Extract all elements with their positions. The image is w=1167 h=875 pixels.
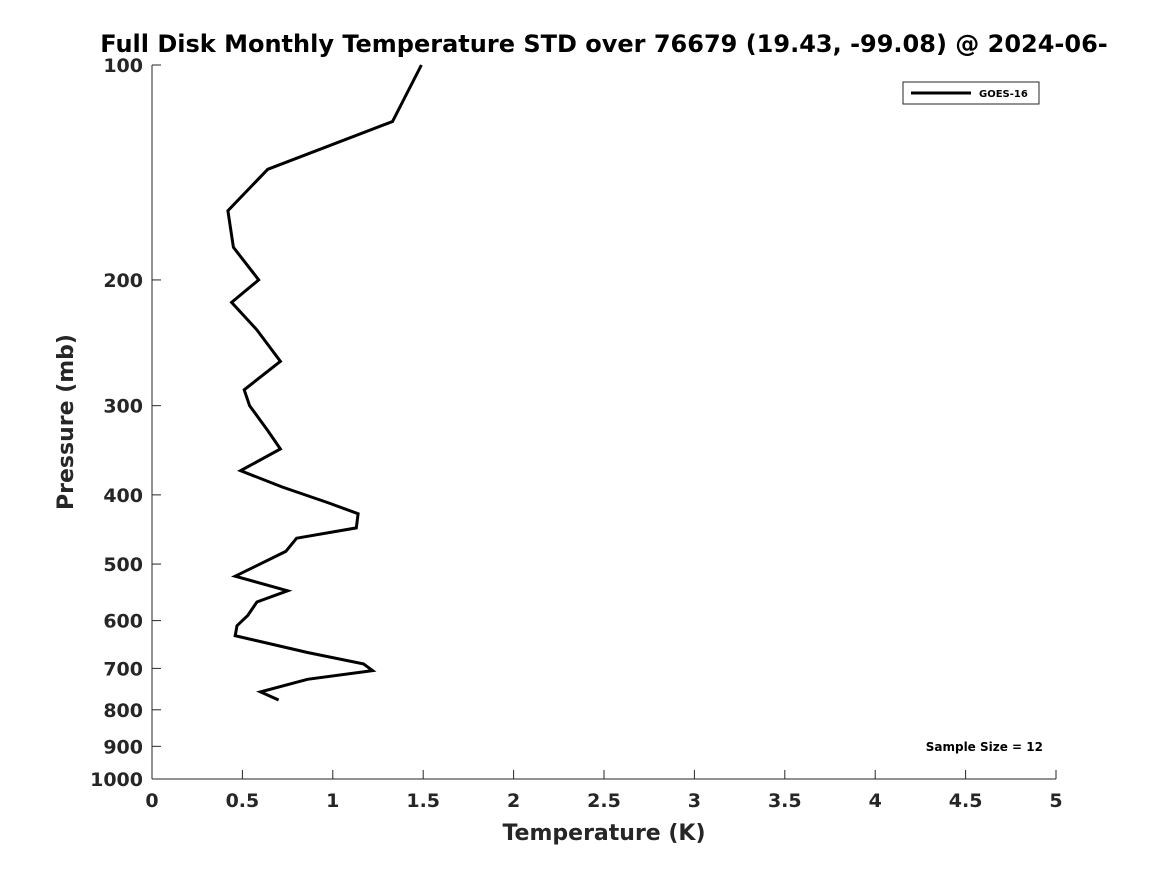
x-tick-label: 4.5: [949, 790, 983, 812]
y-tick-label: 200: [103, 270, 143, 292]
series-line-goes-16: [226, 64, 423, 702]
x-tick-label: 3: [688, 790, 701, 812]
x-axis-label: Temperature (K): [502, 821, 705, 846]
chart-title: Full Disk Monthly Temperature STD over 7…: [100, 30, 1107, 58]
x-tick-label: 3.5: [768, 790, 802, 812]
x-tick-label: 4: [869, 790, 882, 812]
legend: GOES-16: [902, 81, 1040, 105]
y-tick-label: 300: [103, 396, 143, 418]
y-tick-label: 400: [103, 485, 143, 507]
sample-size-annotation: Sample Size = 12: [926, 740, 1043, 754]
legend-entry-goes-16: GOES-16: [979, 89, 1028, 100]
y-tick-label: 1000: [90, 769, 143, 791]
x-axis-ticks: 0 0.5 1 1.5 2 2.5 3 3.5 4 4.5 5: [145, 770, 1063, 812]
x-tick-label: 5: [1049, 790, 1062, 812]
y-tick-label: 800: [103, 700, 143, 722]
x-tick-label: 1: [326, 790, 339, 812]
y-tick-label: 900: [103, 736, 143, 758]
y-tick-label: 600: [103, 611, 143, 633]
y-axis-label: Pressure (mb): [54, 334, 79, 510]
x-tick-label: 0.5: [226, 790, 260, 812]
x-tick-label: 1.5: [406, 790, 440, 812]
y-tick-label: 500: [103, 554, 143, 576]
x-tick-label: 0: [145, 790, 158, 812]
x-tick-label: 2.5: [587, 790, 621, 812]
x-tick-label: 2: [507, 790, 520, 812]
y-axis-ticks: 100 200 300 400 500 600 700 800 900 1000: [90, 55, 161, 791]
y-tick-label: 100: [103, 55, 143, 77]
y-tick-label: 700: [103, 658, 143, 680]
